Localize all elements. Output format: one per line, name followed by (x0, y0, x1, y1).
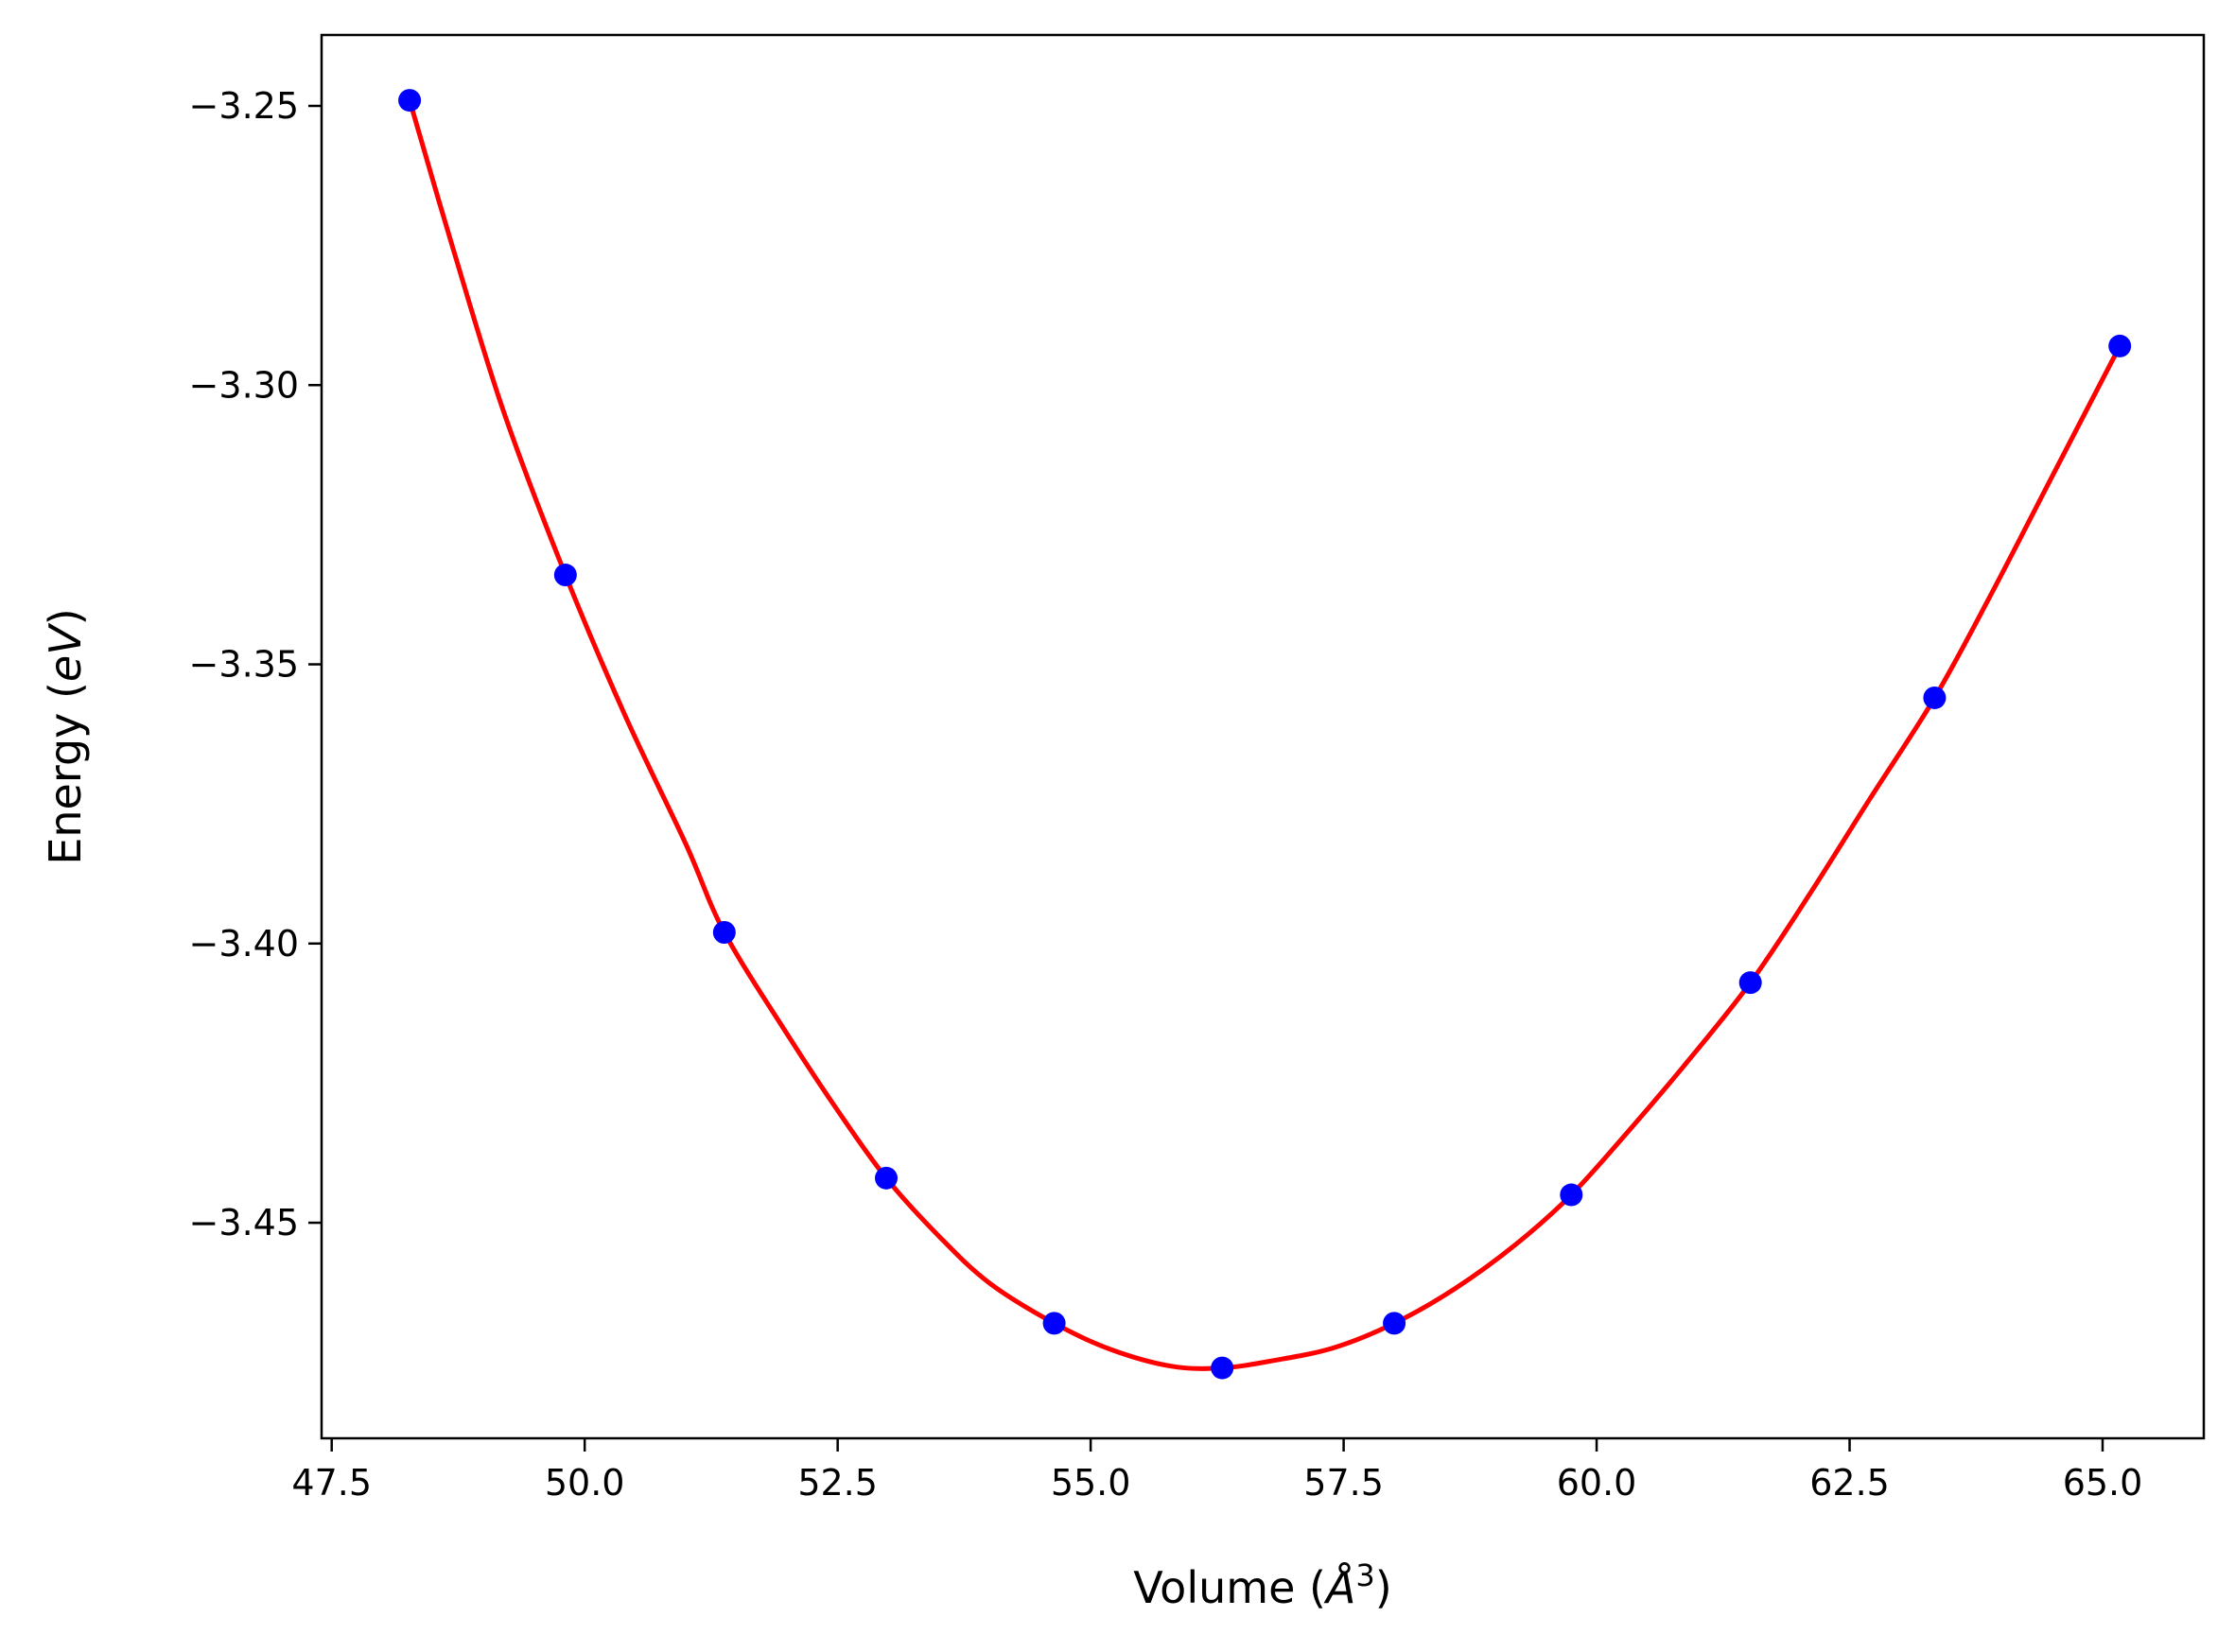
y-axis-ticks: −3.25 −3.30 −3.35 −3.40 −3.45 (189, 85, 322, 1243)
y-tick-label: −3.45 (189, 1202, 299, 1243)
data-point (1211, 1356, 1234, 1380)
data-point (553, 564, 577, 587)
data-point (1738, 971, 1762, 995)
data-point (1923, 686, 1947, 709)
plot-frame (320, 33, 2206, 1440)
data-point (398, 89, 422, 113)
x-axis-ticks: 47.5 50.0 52.5 55.0 57.5 60.0 62.5 65.0 (291, 1438, 2142, 1504)
fit-curve-layer (407, 99, 2122, 1371)
y-axis-label: Energy (eV) (40, 608, 91, 864)
x-tick-label: 57.5 (1303, 1462, 1384, 1504)
x-axis-label: Volume (Å3) (1133, 1557, 1391, 1613)
x-tick-label: 62.5 (1809, 1462, 1890, 1504)
x-tick-label: 65.0 (2063, 1462, 2143, 1504)
data-point (1560, 1183, 1583, 1207)
x-tick-label: 52.5 (797, 1462, 878, 1504)
data-point (1383, 1312, 1406, 1335)
x-tick-label: 55.0 (1051, 1462, 1131, 1504)
y-tick-label: −3.40 (189, 923, 299, 965)
x-tick-label: 47.5 (291, 1462, 372, 1504)
y-tick-label: −3.30 (189, 364, 299, 406)
y-tick-label: −3.35 (189, 644, 299, 686)
y-tick-label: −3.25 (189, 85, 299, 127)
data-point (1042, 1312, 1066, 1335)
data-point (875, 1166, 898, 1190)
data-points-layer (398, 89, 2132, 1380)
plot-background (322, 35, 2204, 1438)
data-point (2108, 334, 2132, 357)
data-point (712, 920, 736, 944)
fit-curve-line (407, 99, 2122, 1371)
x-tick-label: 60.0 (1557, 1462, 1637, 1504)
x-tick-label: 50.0 (545, 1462, 625, 1504)
